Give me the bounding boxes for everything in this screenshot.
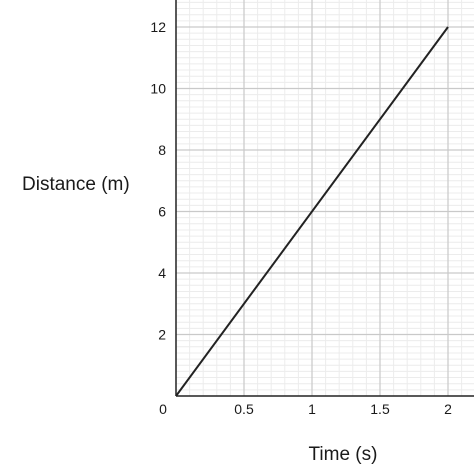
y-tick-label: 12 (150, 19, 166, 35)
y-tick-label: 2 (158, 327, 166, 343)
x-axis-title: Time (s) (309, 444, 378, 465)
x-tick-label: 1 (308, 401, 316, 417)
tick-labels: 0.5 1 1.5 2 2 4 6 8 10 12 (150, 19, 452, 417)
x-tick-label: 2 (444, 401, 452, 417)
series-line (175, 26, 449, 397)
major-grid (176, 0, 474, 396)
y-axis-title: Distance (m) (22, 174, 130, 195)
y-tick-label: 8 (158, 142, 166, 158)
x-tick-label: 1.5 (370, 401, 390, 417)
origin-label: 0 (159, 401, 167, 417)
x-tick-label: 0.5 (234, 401, 254, 417)
axes (175, 0, 474, 397)
series-group (175, 26, 449, 397)
y-tick-label: 6 (158, 204, 166, 220)
y-tick-label: 4 (158, 265, 166, 281)
y-tick-label: 10 (150, 81, 166, 97)
